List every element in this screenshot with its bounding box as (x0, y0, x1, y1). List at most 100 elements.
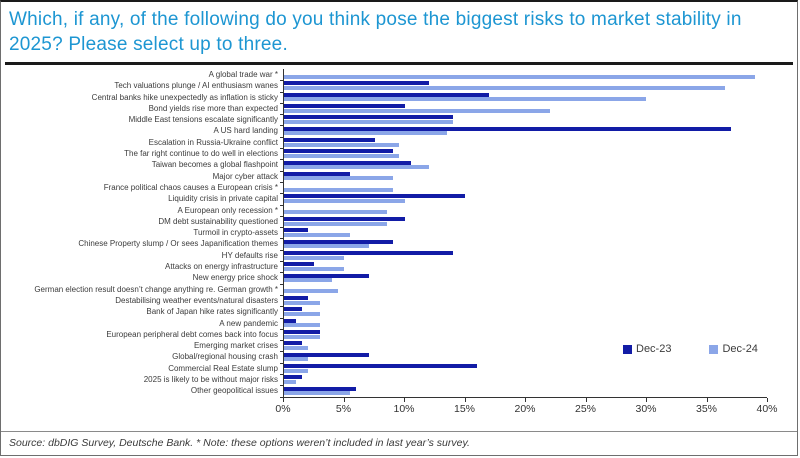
x-axis-tick (343, 397, 345, 402)
dec24-bar (284, 74, 755, 79)
chart-row: Turmoil in crypto-assets (1, 227, 797, 240)
chart-row: Escalation in Russia-Ukraine conflict (1, 136, 797, 150)
category-label: Central banks hike unexpectedly as infla… (91, 92, 278, 102)
legend-swatch (623, 344, 632, 354)
dec23-bar (284, 273, 369, 278)
bar-group (280, 181, 767, 195)
dec23-bar (284, 341, 303, 346)
chart-row: A US hard landing (1, 125, 797, 138)
dec24-bar (284, 368, 309, 373)
bar-group (280, 170, 767, 183)
dec24-bar (284, 176, 393, 181)
dec23-bar (284, 115, 454, 120)
y-axis-tick (280, 80, 284, 82)
dec24-bar (284, 289, 339, 294)
bar-group (280, 91, 767, 104)
legend-label: Dec-23 (636, 343, 672, 355)
chart-row: Taiwan becomes a global flashpoint (1, 159, 797, 172)
bar-group (280, 294, 767, 308)
x-axis-tick (404, 397, 405, 402)
x-axis-row: 0% 5% 10% 15% 20% 25% 30% 35% 40% (1, 396, 797, 415)
y-axis-tick (280, 306, 284, 308)
dec24-bar (284, 165, 429, 170)
x-axis-tick-label: 30% (635, 402, 657, 415)
category-label: HY defaults rise (221, 250, 278, 260)
bar-group (280, 102, 767, 116)
bar-group (280, 69, 767, 82)
chart-row: Emerging market crises (1, 340, 797, 353)
category-label: Emerging market crises (193, 341, 278, 351)
bar-group (280, 340, 767, 353)
bar-group (280, 385, 767, 398)
chart-row: Global/regional housing crash (1, 351, 797, 364)
x-axis-tick-label: 5% (335, 402, 352, 415)
category-label: Destabilising weather events/natural dis… (115, 295, 278, 305)
x-axis: 0% 5% 10% 15% 20% 25% 30% 35% 40% (275, 396, 778, 415)
bar-group (280, 125, 767, 138)
category-label: German election result doesn’t change an… (34, 284, 278, 294)
category-label: Chinese Property slump / Or sees Japanif… (78, 239, 278, 249)
dec24-bar (284, 255, 345, 260)
bar-group (280, 328, 767, 342)
chart-row: Commercial Real Estate slump (1, 362, 797, 376)
x-axis-tick (464, 397, 466, 402)
x-axis-tick (585, 397, 587, 402)
bar-group (280, 306, 767, 319)
dec24-bar (284, 323, 321, 328)
y-axis-tick (280, 272, 284, 274)
dec24-bar (284, 119, 454, 124)
category-label: Other geopolitical issues (190, 386, 278, 396)
dec24-bar (284, 131, 447, 136)
dec24-bar (284, 97, 647, 102)
category-label: Taiwan becomes a global flashpoint (151, 160, 278, 170)
y-axis-tick (280, 102, 284, 104)
dec23-bar (284, 307, 303, 312)
y-axis-tick (280, 249, 284, 251)
category-label: Major cyber attack (212, 171, 278, 181)
chart-row: DM debt sustainability questioned (1, 215, 797, 229)
bar-group (280, 80, 767, 93)
source-note: Source: dbDIG Survey, Deutsche Bank. * N… (1, 431, 797, 455)
y-axis-tick (280, 204, 284, 206)
legend-item: Dec-24 (709, 343, 758, 355)
dec23-bar (284, 262, 315, 267)
title-divider (5, 62, 793, 65)
chart-row: Other geopolitical issues (1, 385, 797, 398)
category-label: Middle East tensions escalate significan… (128, 115, 278, 125)
category-label: Global/regional housing crash (172, 352, 278, 362)
y-axis-tick (280, 215, 284, 217)
dec24-bar (284, 357, 309, 362)
bar-group (280, 317, 767, 330)
dec23-bar (284, 318, 297, 323)
dec24-bar (284, 345, 309, 350)
y-axis-tick (280, 396, 284, 398)
category-label: The far right continue to do well in ele… (124, 149, 278, 159)
legend-label: Dec-24 (722, 343, 758, 355)
dec24-bar (284, 142, 399, 147)
category-label: Attacks on energy infrastructure (165, 262, 278, 272)
dec24-bar (284, 379, 297, 384)
y-axis-tick (280, 374, 284, 376)
bar-group (280, 114, 767, 127)
bar-group (280, 227, 767, 240)
y-axis-tick (280, 170, 284, 172)
x-axis-tick-label: 20% (514, 402, 536, 415)
y-axis-tick (280, 294, 284, 296)
dec24-bar (284, 210, 387, 215)
y-axis-tick (280, 91, 284, 93)
chart-row: The far right continue to do well in ele… (1, 148, 797, 161)
x-axis-tick-label: 10% (393, 402, 415, 415)
x-axis-tick-label: 35% (695, 402, 718, 415)
dec24-bar (284, 312, 321, 317)
category-label: France political chaos causes a European… (103, 182, 278, 192)
bar-chart: A global trade war * Tech valuations plun… (1, 65, 797, 415)
dec23-bar (284, 149, 393, 154)
dec24-bar (284, 199, 405, 204)
category-label: Turmoil in crypto-assets (193, 228, 278, 238)
chart-row: A new pandemic (1, 317, 797, 330)
y-axis-tick (280, 317, 284, 319)
y-axis-tick (280, 114, 284, 116)
y-axis-tick (280, 148, 284, 150)
bar-group (280, 215, 767, 229)
